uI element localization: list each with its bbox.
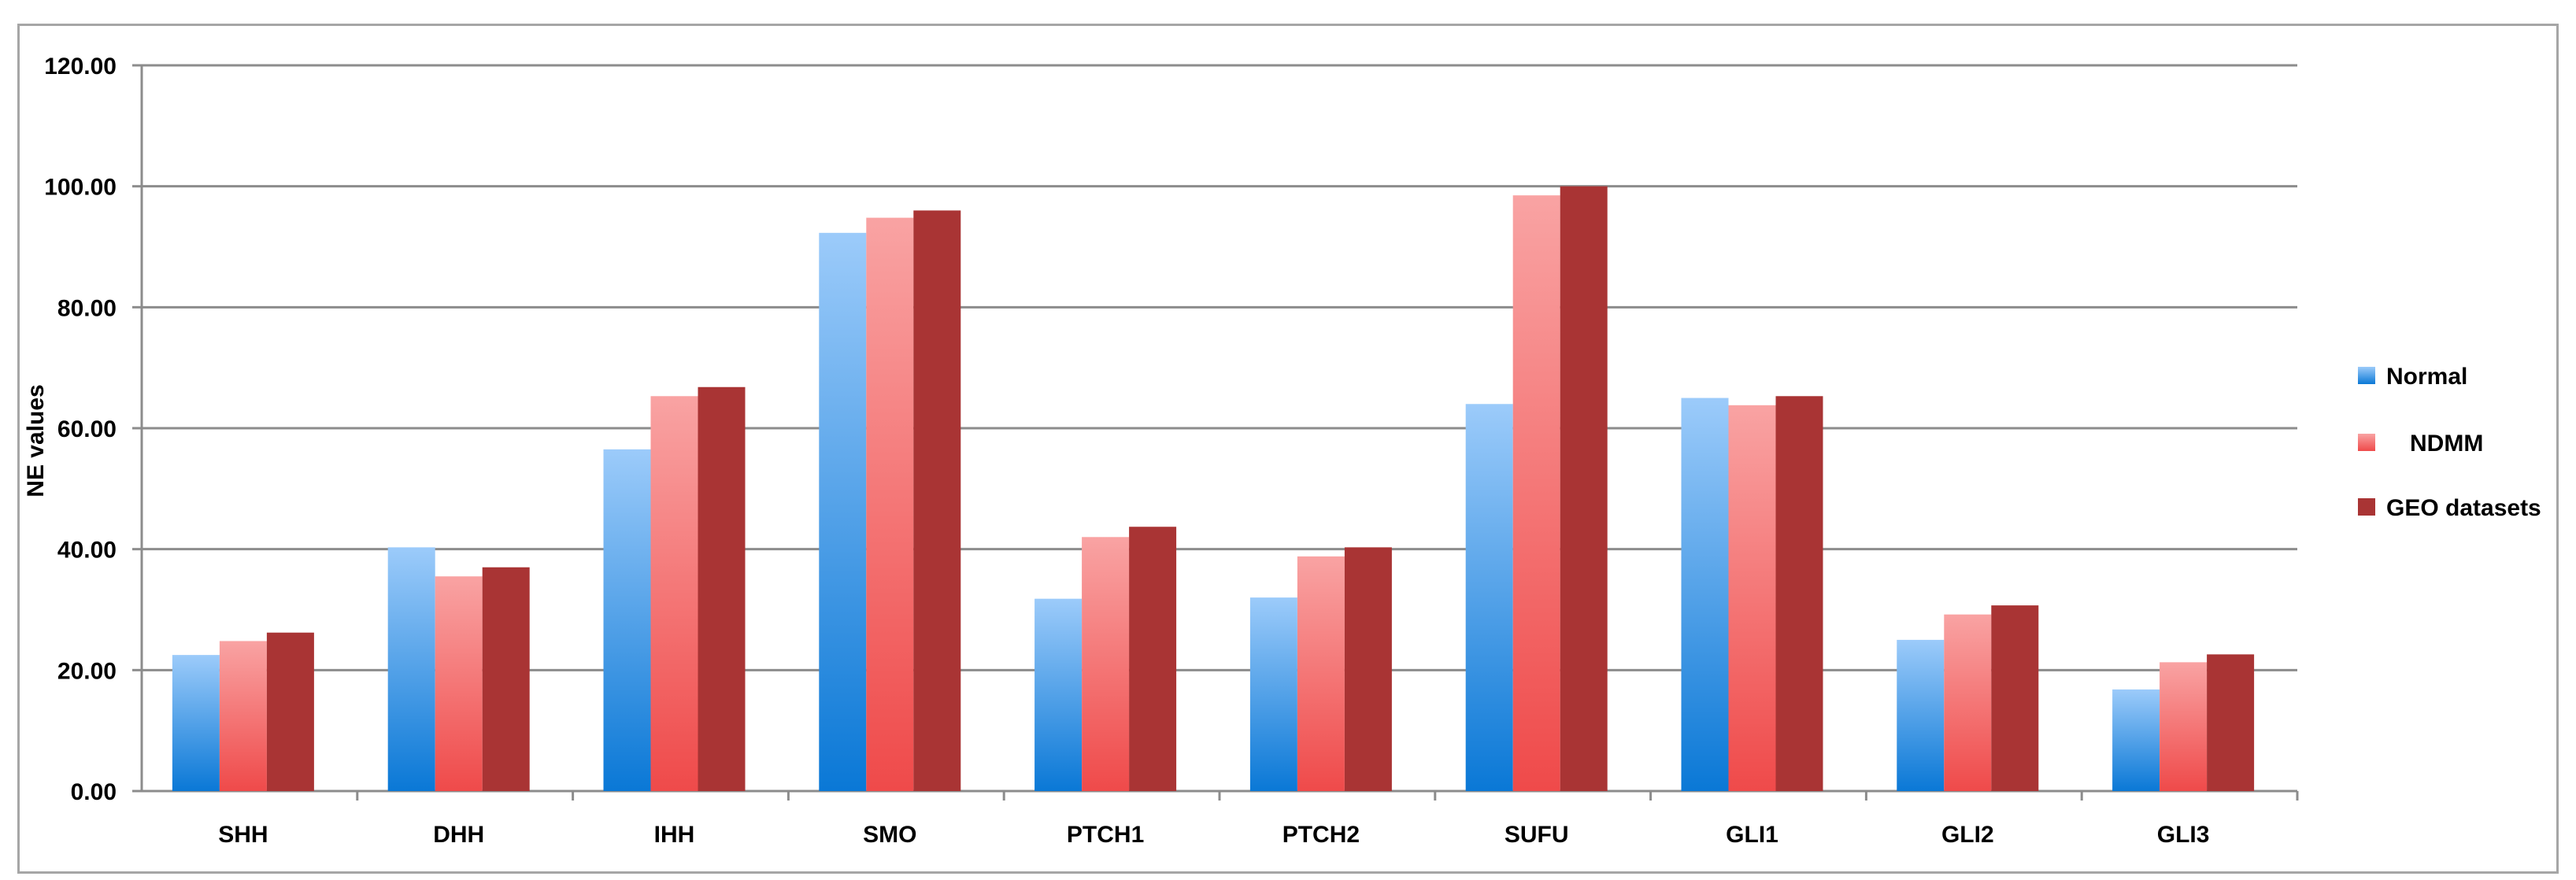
y-tick-label: 0.00 bbox=[71, 779, 117, 805]
bar-geo-datasets-ptch1 bbox=[1129, 527, 1177, 791]
bar-ndmm-gli1 bbox=[1728, 405, 1776, 791]
bar-normal-sufu bbox=[1465, 404, 1513, 791]
legend-swatch-ndmm bbox=[2358, 434, 2375, 451]
y-tick-label: 40.00 bbox=[57, 538, 117, 564]
bar-normal-gli1 bbox=[1681, 397, 1729, 791]
bar-geo-datasets-ptch2 bbox=[1344, 547, 1392, 791]
bar-geo-datasets-dhh bbox=[482, 567, 530, 791]
legend-label: Normal bbox=[2386, 364, 2467, 390]
bar-normal-shh bbox=[172, 655, 220, 791]
bar-geo-datasets-shh bbox=[266, 632, 314, 791]
bar-normal-dhh bbox=[387, 547, 435, 791]
bar-normal-gli2 bbox=[1897, 639, 1945, 791]
bar-geo-datasets-sufu bbox=[1560, 186, 1608, 791]
labels: 0.00 20.00 40.00 60.00 80.00 100.00 120.00 SHH D… bbox=[44, 54, 2209, 848]
x-tick-label: DHH bbox=[433, 822, 484, 848]
bar-normal-ptch1 bbox=[1034, 598, 1083, 791]
bar-ndmm-dhh bbox=[435, 576, 483, 791]
bar-ndmm-smo bbox=[866, 217, 914, 791]
x-tick-label: PTCH2 bbox=[1282, 822, 1360, 848]
bar-geo-datasets-ihh bbox=[698, 386, 746, 792]
y-tick-label: 120.00 bbox=[44, 54, 117, 79]
bar-ndmm-gli3 bbox=[2160, 662, 2208, 791]
y-tick-label: 100.00 bbox=[44, 175, 117, 201]
bar-geo-datasets-gli2 bbox=[1991, 605, 2039, 791]
bar-ndmm-gli2 bbox=[1944, 614, 1992, 791]
bar-ndmm-shh bbox=[219, 641, 267, 791]
bar-normal-ihh bbox=[603, 449, 651, 791]
x-tick-label: SUFU bbox=[1505, 822, 1569, 848]
legend-swatch-normal bbox=[2358, 367, 2375, 384]
bar-normal-gli3 bbox=[2112, 689, 2160, 791]
y-axis-title: NE values bbox=[23, 384, 49, 497]
x-tick-label: GLI1 bbox=[1726, 822, 1778, 848]
bar-ndmm-ihh bbox=[650, 396, 698, 791]
bar-geo-datasets-smo bbox=[913, 210, 961, 791]
x-tick-label: IHH bbox=[654, 822, 695, 848]
legend-swatch-geo-datasets bbox=[2358, 498, 2375, 516]
y-tick-label: 80.00 bbox=[57, 295, 117, 321]
bar-ndmm-sufu bbox=[1512, 195, 1560, 792]
bars bbox=[172, 186, 2255, 792]
legend-label: NDMM bbox=[2410, 431, 2483, 457]
legend-label: GEO datasets bbox=[2386, 495, 2541, 521]
y-tick-label: 20.00 bbox=[57, 658, 117, 684]
bar-ndmm-ptch2 bbox=[1297, 556, 1345, 791]
bar-normal-ptch2 bbox=[1249, 597, 1297, 791]
x-tick-label: GLI3 bbox=[2157, 822, 2210, 848]
x-tick-label: SHH bbox=[218, 822, 268, 848]
x-tick-label: PTCH1 bbox=[1067, 822, 1144, 848]
x-tick-label: SMO bbox=[863, 822, 916, 848]
x-tick-label: GLI2 bbox=[1941, 822, 1994, 848]
bar-geo-datasets-gli3 bbox=[2207, 654, 2255, 791]
y-tick-label: 60.00 bbox=[57, 416, 117, 442]
legend: Normal NDMM GEO datasets bbox=[2358, 364, 2541, 521]
bar-normal-smo bbox=[819, 232, 867, 791]
bar-geo-datasets-gli1 bbox=[1775, 396, 1823, 791]
bar-ndmm-ptch1 bbox=[1082, 537, 1130, 791]
